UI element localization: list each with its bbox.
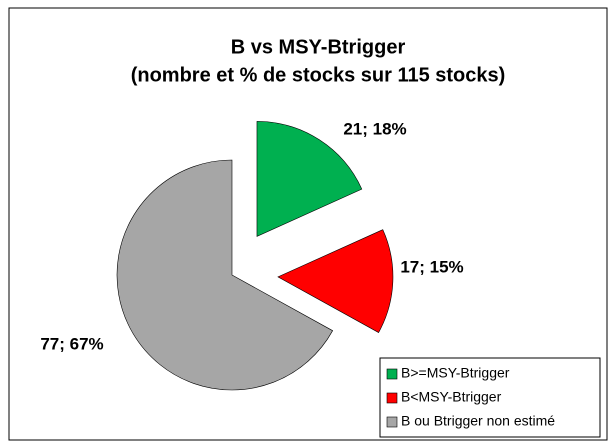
- chart-subtitle: (nombre et % de stocks sur 115 stocks): [131, 64, 506, 86]
- legend-box: [379, 357, 601, 438]
- legend-swatch: [386, 392, 398, 404]
- pie-slice: [256, 121, 363, 237]
- legend-label: B ou Btrigger non estimé: [401, 413, 555, 429]
- data-label: 77; 67%: [40, 334, 103, 353]
- pie-slice: [116, 159, 334, 391]
- data-label: 21; 18%: [343, 119, 406, 138]
- pie-slice: [277, 229, 394, 333]
- chart-title: B vs MSY-Btrigger: [231, 36, 406, 58]
- data-label: 17; 15%: [400, 257, 463, 276]
- legend-swatch: [386, 368, 398, 380]
- legend-label: B<MSY-Btrigger: [401, 389, 502, 405]
- legend-label: B>=MSY-Btrigger: [401, 365, 510, 381]
- legend-swatch: [386, 416, 398, 428]
